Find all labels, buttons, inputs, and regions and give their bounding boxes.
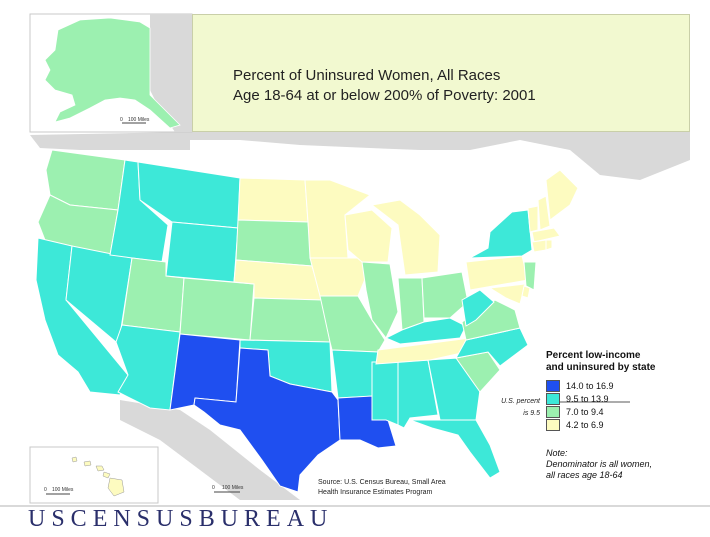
note-line1: Note: (546, 448, 568, 458)
source-citation: Source: U.S. Census Bureau, Small Area H… (318, 478, 446, 498)
legend-title-line1: Percent low-income (546, 350, 641, 361)
us-percent-note: U.S. percent is 9.5 (494, 396, 540, 420)
hawaii-scale-zero: 0 (44, 487, 47, 493)
state-florida (409, 419, 501, 479)
source-line1: Source: U.S. Census Bureau, Small Area (318, 479, 446, 486)
legend-swatch-3 (546, 406, 560, 418)
state-mississippi (371, 361, 399, 426)
state-missouri (319, 295, 386, 353)
state-maine (545, 169, 579, 221)
legend-swatch-4 (546, 419, 560, 431)
footer-divider (0, 505, 710, 507)
legend-row-1: 14.0 to 16.9 (546, 380, 696, 394)
state-kentucky (384, 317, 467, 345)
legend: Percent low-income and uninsured by stat… (546, 350, 696, 431)
mainland-scale-text: 100 Miles (222, 485, 244, 491)
state-new-york (469, 209, 533, 259)
legend-title-line2: and uninsured by state (546, 362, 656, 373)
alaska-scale-zero: 0 (120, 117, 123, 123)
title-panel: Percent of Uninsured Women, All Races Ag… (192, 14, 690, 132)
state-texas (193, 347, 341, 493)
map-title-line2: Age 18-64 at or below 200% of Poverty: 2… (233, 87, 536, 104)
canada-landmass (190, 132, 690, 180)
state-wisconsin (344, 209, 393, 263)
alaska-scale-text: 100 Miles (128, 117, 150, 123)
us-percent-line2: is 9.5 (523, 410, 540, 417)
state-arkansas (331, 349, 379, 399)
state-rhode-island (545, 239, 553, 251)
legend-row-3: 7.0 to 9.4 (546, 406, 696, 420)
state-massachusetts (531, 227, 561, 243)
source-line2: Health Insurance Estimates Program (318, 489, 433, 496)
canada-west (30, 132, 190, 150)
state-alaska (44, 17, 181, 129)
denominator-note: Note: Denominator is all women, all race… (546, 448, 652, 481)
state-ohio (421, 271, 469, 319)
census-bureau-wordmark: USCENSUSBUREAU (28, 506, 334, 532)
alaska-canada-land (150, 14, 192, 132)
state-west-virginia (461, 289, 495, 327)
state-michigan (370, 199, 441, 276)
state-iowa (309, 257, 369, 297)
legend-swatch-1 (546, 380, 560, 392)
state-new-jersey (523, 261, 537, 291)
state-colorado (179, 277, 255, 341)
state-connecticut (531, 239, 547, 253)
legend-label-1: 14.0 to 16.9 (566, 381, 614, 391)
legend-label-3: 7.0 to 9.4 (566, 407, 604, 417)
state-new-hampshire (537, 195, 551, 231)
note-line2: Denominator is all women, (546, 459, 653, 469)
state-kansas (249, 297, 331, 343)
mexico-landmass (120, 400, 300, 500)
state-vermont (527, 205, 539, 233)
state-delaware (521, 285, 531, 299)
state-indiana (397, 277, 425, 331)
state-maryland (488, 283, 526, 305)
state-tennessee (375, 337, 471, 365)
hawaii-scale-text: 100 Miles (52, 487, 74, 493)
state-hawaii (71, 456, 125, 497)
map-title-line1: Percent of Uninsured Women, All Races (233, 67, 501, 84)
state-south-dakota (235, 219, 313, 267)
us-percent-line1: U.S. percent (501, 398, 540, 405)
mainland-scale-zero: 0 (212, 485, 215, 491)
state-wyoming (165, 221, 239, 283)
legend-label-2: 9.5 to 13.9 (566, 394, 609, 404)
legend-swatch-2 (546, 393, 560, 405)
legend-row-4: 4.2 to 6.9 (546, 419, 696, 433)
legend-row-2: 9.5 to 13.9 (546, 393, 696, 407)
state-north-dakota (237, 177, 309, 223)
state-arizona (115, 324, 181, 411)
legend-label-4: 4.2 to 6.9 (566, 420, 604, 430)
hawaii-inset (29, 446, 159, 504)
note-line3: all races age 18-64 (546, 470, 623, 480)
